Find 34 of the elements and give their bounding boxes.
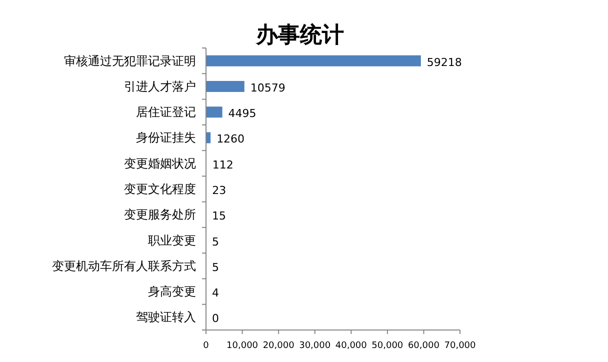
x-tick-label: 20,000: [262, 341, 295, 351]
data-label: 5: [212, 260, 220, 274]
data-label: 0: [212, 312, 219, 326]
y-tick-label: 变更服务处所: [124, 208, 196, 222]
data-label: 112: [212, 158, 234, 172]
y-tick-label: 变更婚姻状况: [124, 156, 196, 170]
chart-title: 办事统计: [255, 22, 344, 48]
data-label: 23: [212, 184, 226, 197]
y-tick-label: 变更文化程度: [124, 182, 196, 196]
x-tick-label: 30,000: [299, 341, 331, 351]
data-label: 5: [212, 235, 220, 248]
data-label: 10579: [250, 81, 286, 94]
y-tick-label: 驾驶证转入: [136, 310, 196, 324]
y-tick-label: 职业变更: [148, 233, 196, 248]
data-label: 4495: [228, 107, 256, 120]
data-label: 15: [212, 210, 226, 223]
x-tick-label: 10,000: [226, 341, 258, 351]
bar: [206, 55, 421, 66]
y-tick-label: 居住证登记: [136, 105, 196, 120]
x-tick-label: 70,000: [444, 341, 476, 351]
data-label: 59218: [426, 56, 462, 69]
data-label: 1260: [216, 132, 245, 146]
bar: [206, 80, 244, 92]
y-tick-label: 身高变更: [148, 284, 196, 299]
x-tick-label: 40,000: [335, 341, 368, 351]
y-tick-label: 引进人才落户: [124, 79, 196, 94]
data-label: 4: [212, 286, 220, 300]
x-tick-label: 0: [203, 341, 210, 351]
y-tick-label: 审核通过无犯罪记录证明: [64, 54, 196, 68]
y-tick-label: 变更机动车所有人联系方式: [52, 258, 196, 273]
y-tick-label: 身份证挂失: [136, 130, 196, 145]
x-tick-label: 50,000: [372, 341, 404, 351]
bar: [206, 106, 222, 118]
x-tick-label: 60,000: [408, 341, 440, 351]
